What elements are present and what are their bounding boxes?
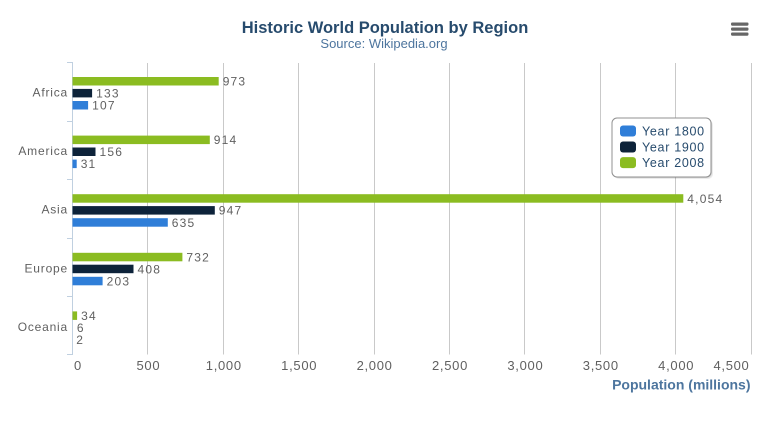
svg-text:2,000: 2,000 xyxy=(357,358,393,373)
svg-text:Year 1900: Year 1900 xyxy=(642,140,705,154)
svg-text:4,500: 4,500 xyxy=(713,358,749,373)
svg-text:Historic World Population by R: Historic World Population by Region xyxy=(242,19,529,37)
svg-text:31: 31 xyxy=(81,157,97,171)
svg-text:2,500: 2,500 xyxy=(432,358,468,373)
svg-text:34: 34 xyxy=(81,309,97,323)
svg-text:500: 500 xyxy=(137,358,161,373)
svg-text:3,000: 3,000 xyxy=(507,358,543,373)
svg-text:Population (millions): Population (millions) xyxy=(612,377,750,393)
svg-text:156: 156 xyxy=(100,145,124,159)
svg-text:1,000: 1,000 xyxy=(206,358,242,373)
svg-text:2: 2 xyxy=(76,333,84,347)
svg-text:America: America xyxy=(18,144,68,158)
svg-text:Source: Wikipedia.org: Source: Wikipedia.org xyxy=(320,36,447,51)
svg-text:Asia: Asia xyxy=(41,203,68,217)
svg-text:1,500: 1,500 xyxy=(281,358,317,373)
svg-text:408: 408 xyxy=(138,262,162,276)
svg-text:947: 947 xyxy=(219,204,243,218)
svg-text:Year 2008: Year 2008 xyxy=(642,156,705,170)
svg-text:4,000: 4,000 xyxy=(658,358,694,373)
svg-text:133: 133 xyxy=(96,87,120,101)
svg-text:Europe: Europe xyxy=(25,261,69,275)
svg-text:732: 732 xyxy=(186,250,210,264)
svg-text:Oceania: Oceania xyxy=(18,320,68,334)
svg-text:3,500: 3,500 xyxy=(583,358,619,373)
svg-text:Africa: Africa xyxy=(33,86,68,100)
svg-text:973: 973 xyxy=(223,75,247,89)
svg-text:4,054: 4,054 xyxy=(687,192,723,206)
svg-text:Year 1800: Year 1800 xyxy=(642,124,705,138)
svg-text:107: 107 xyxy=(92,99,116,113)
svg-text:914: 914 xyxy=(214,133,238,147)
svg-text:6: 6 xyxy=(77,321,85,335)
svg-text:635: 635 xyxy=(172,216,196,230)
svg-text:0: 0 xyxy=(74,358,82,373)
svg-text:203: 203 xyxy=(107,274,131,288)
